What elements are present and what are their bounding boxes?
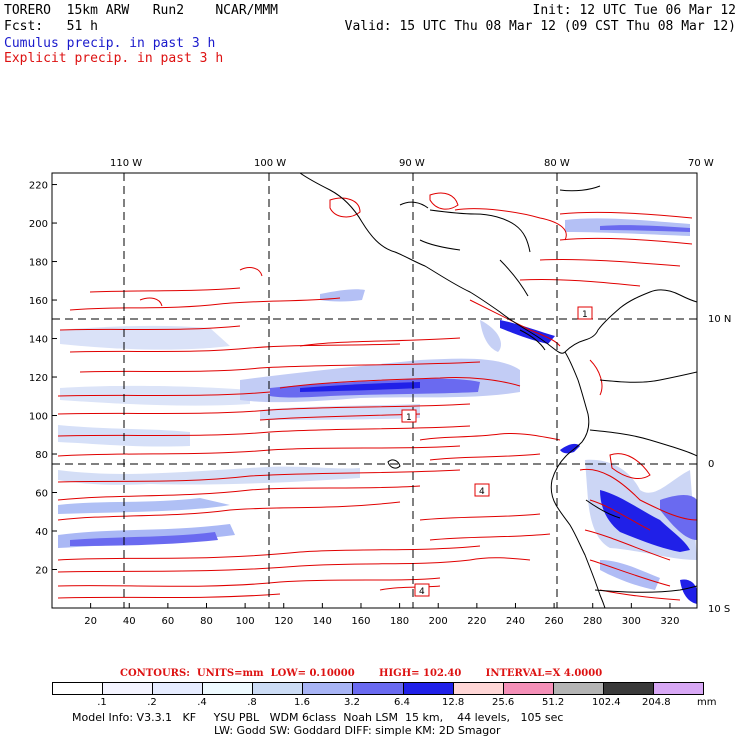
fcst-value: 51 h xyxy=(66,19,98,34)
valid-time: Valid: 15 UTC Thu 08 Mar 12 (09 CST Thu … xyxy=(344,19,736,34)
lon-label: 90 W xyxy=(399,158,425,169)
lat-label: 10 N xyxy=(708,314,731,325)
contours-units: UNITS=mm xyxy=(196,668,264,679)
y-tick-label: 100 xyxy=(29,412,48,423)
y-tick-label: 40 xyxy=(35,527,48,538)
fcst-label: Fcst: xyxy=(4,19,44,34)
x-tick-label: 80 xyxy=(200,616,213,627)
colorbar xyxy=(52,682,704,695)
y-tick-label: 160 xyxy=(29,296,48,307)
contours-label: CONTOURS: xyxy=(120,668,190,679)
x-tick-label: 260 xyxy=(545,616,564,627)
x-tick-label: 40 xyxy=(123,616,136,627)
y-tick-label: 180 xyxy=(29,258,48,269)
colorbar-swatch xyxy=(553,683,604,694)
y-tick-label: 140 xyxy=(29,335,48,346)
x-tick-label: 120 xyxy=(274,616,293,627)
longitude-labels: 110 W 100 W 90 W 80 W 70 W xyxy=(110,158,714,169)
precip-layer xyxy=(57,173,697,608)
colorbar-label: 102.4 xyxy=(592,697,621,708)
contour-label: 1 xyxy=(406,413,412,423)
x-tick-label: 180 xyxy=(390,616,409,627)
header-line-1: TORERO 15km ARW Run2 NCAR/MMM xyxy=(4,3,278,18)
latitude-labels: 10 N 0 10 S xyxy=(708,314,731,615)
center-label: NCAR/MMM xyxy=(215,3,278,18)
colorbar-swatch xyxy=(303,683,354,694)
x-tick-label: 160 xyxy=(351,616,370,627)
colorbar-label: 3.2 xyxy=(344,697,360,708)
colorbar-swatch xyxy=(53,683,104,694)
x-tick-label: 20 xyxy=(84,616,97,627)
lat-label: 0 xyxy=(708,459,714,470)
contour-label: 4 xyxy=(419,587,425,597)
colorbar-label: 6.4 xyxy=(394,697,410,708)
colorbar-swatch xyxy=(353,683,404,694)
x-tick-label: 320 xyxy=(660,616,679,627)
colorbar-swatch xyxy=(403,683,454,694)
contours-interval: INTERVAL=X 4.0000 xyxy=(485,668,603,679)
contour-label: 4 xyxy=(479,487,485,497)
y-tick-label: 220 xyxy=(29,181,48,192)
forecast-hour: Fcst: 51 h xyxy=(4,19,98,34)
colorbar-unit: mm xyxy=(697,697,717,708)
x-tick-label: 100 xyxy=(236,616,255,627)
contours-info: CONTOURS: UNITS=mm LOW= 0.10000 HIGH= 10… xyxy=(120,668,602,679)
init-time: Init: 12 UTC Tue 06 Mar 12 xyxy=(532,3,737,18)
x-tick-label: 280 xyxy=(583,616,602,627)
lon-label: 100 W xyxy=(254,158,286,169)
model-info-line-1: Model Info: V3.3.1 KF YSU PBL WDM 6class… xyxy=(72,711,564,724)
lon-label: 110 W xyxy=(110,158,142,169)
lon-label: 80 W xyxy=(544,158,570,169)
x-axis-ticks: 20 40 60 80 100 120 140 160 180 200 220 240 260 280 30… xyxy=(84,603,680,627)
x-tick-label: 60 xyxy=(162,616,175,627)
colorbar-swatch xyxy=(203,683,254,694)
x-tick-label: 240 xyxy=(506,616,525,627)
model-info-line-2: LW: Godd SW: Goddard DIFF: simple KM: 2D… xyxy=(214,724,501,737)
map-frame xyxy=(51,172,698,609)
legend-cumulus: Cumulus precip. in past 3 h xyxy=(4,36,216,51)
lon-label: 70 W xyxy=(688,158,714,169)
colorbar-label: .2 xyxy=(147,697,157,708)
y-tick-label: 80 xyxy=(35,450,48,461)
coastlines xyxy=(299,173,697,608)
colorbar-label: 12.8 xyxy=(442,697,465,708)
colorbar-swatch xyxy=(153,683,204,694)
contour-labels: 1 1 4 4 xyxy=(401,306,593,597)
colorbar-label: .1 xyxy=(97,697,107,708)
y-axis-ticks: 220 200 180 160 140 120 100 80 60 40 20 xyxy=(29,181,57,577)
x-tick-label: 220 xyxy=(467,616,486,627)
colorbar-label: 51.2 xyxy=(542,697,565,708)
colorbar-label: 25.6 xyxy=(492,697,515,708)
model-resolution: 15km ARW xyxy=(66,3,130,18)
explicit-precip-contours xyxy=(57,192,697,601)
colorbar-swatch xyxy=(453,683,504,694)
legend-explicit: Explicit precip. in past 3 h xyxy=(4,51,224,66)
model-name: TORERO xyxy=(4,3,51,18)
colorbar-swatch xyxy=(253,683,304,694)
lat-label: 10 S xyxy=(708,604,730,615)
contours-low: LOW= 0.10000 xyxy=(270,668,355,679)
colorbar-label: 204.8 xyxy=(642,697,671,708)
contours-high: HIGH= 102.40 xyxy=(379,668,462,679)
y-tick-label: 60 xyxy=(35,489,48,500)
y-tick-label: 120 xyxy=(29,373,48,384)
run-label: Run2 xyxy=(152,3,185,18)
colorbar-label: 1.6 xyxy=(294,697,310,708)
colorbar-swatch xyxy=(653,683,704,694)
y-tick-label: 200 xyxy=(29,219,48,230)
x-tick-label: 140 xyxy=(313,616,332,627)
contour-label: 1 xyxy=(582,310,588,320)
colorbar-swatch xyxy=(603,683,654,694)
colorbar-label: .4 xyxy=(197,697,207,708)
y-tick-label: 20 xyxy=(35,566,48,577)
x-tick-label: 300 xyxy=(622,616,641,627)
colorbar-swatch xyxy=(503,683,554,694)
cumulus-precip xyxy=(58,218,697,604)
colorbar-label: .8 xyxy=(247,697,257,708)
x-tick-label: 200 xyxy=(429,616,448,627)
colorbar-swatch xyxy=(103,683,154,694)
